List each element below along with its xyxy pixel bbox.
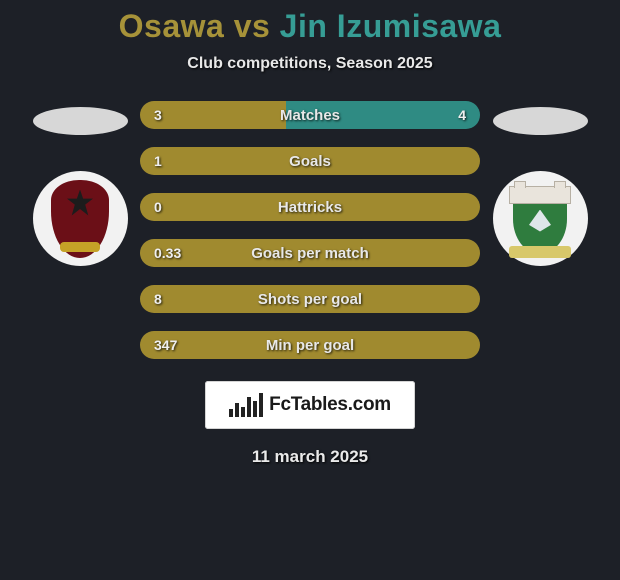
bar-fill-player1 [140,239,480,267]
club-crest-icon [503,182,577,256]
player1-name: Osawa [119,8,225,44]
stat-row: 0.33Goals per match [140,239,480,267]
bar-fill-player1 [140,147,480,175]
bar-fill-player1 [140,193,480,221]
main-area: 34Matches1Goals0Hattricks0.33Goals per m… [0,101,620,359]
stat-value-player2: 4 [458,101,466,129]
player2-club-badge [493,171,588,266]
stat-value-player1: 0 [154,193,162,221]
stat-row: 34Matches [140,101,480,129]
brand-badge: FcTables.com [205,381,415,429]
stat-row: 347Min per goal [140,331,480,359]
stat-value-player1: 0.33 [154,239,181,267]
subtitle: Club competitions, Season 2025 [0,55,620,73]
bar-fill-player1 [140,331,480,359]
stat-row: 0Hattricks [140,193,480,221]
stat-value-player1: 1 [154,147,162,175]
stat-row: 8Shots per goal [140,285,480,313]
player1-photo-placeholder [33,107,128,135]
bar-fill-player2 [286,101,480,129]
bar-fill-player1 [140,285,480,313]
stat-value-player1: 3 [154,101,162,129]
stat-bars: 34Matches1Goals0Hattricks0.33Goals per m… [140,101,480,359]
brand-chart-icon [229,393,263,417]
infographic-root: Osawa vs Jin Izumisawa Club competitions… [0,0,620,467]
right-side [480,101,600,266]
stat-value-player1: 8 [154,285,162,313]
left-side [20,101,140,266]
player2-name: Jin Izumisawa [280,8,502,44]
brand-text: FcTables.com [269,394,391,416]
player1-club-badge [33,171,128,266]
stat-value-player1: 347 [154,331,177,359]
vs-separator: vs [234,8,271,44]
player2-photo-placeholder [493,107,588,135]
comparison-title: Osawa vs Jin Izumisawa [0,8,620,45]
date-text: 11 march 2025 [0,447,620,467]
club-crest-icon [51,180,109,258]
stat-row: 1Goals [140,147,480,175]
